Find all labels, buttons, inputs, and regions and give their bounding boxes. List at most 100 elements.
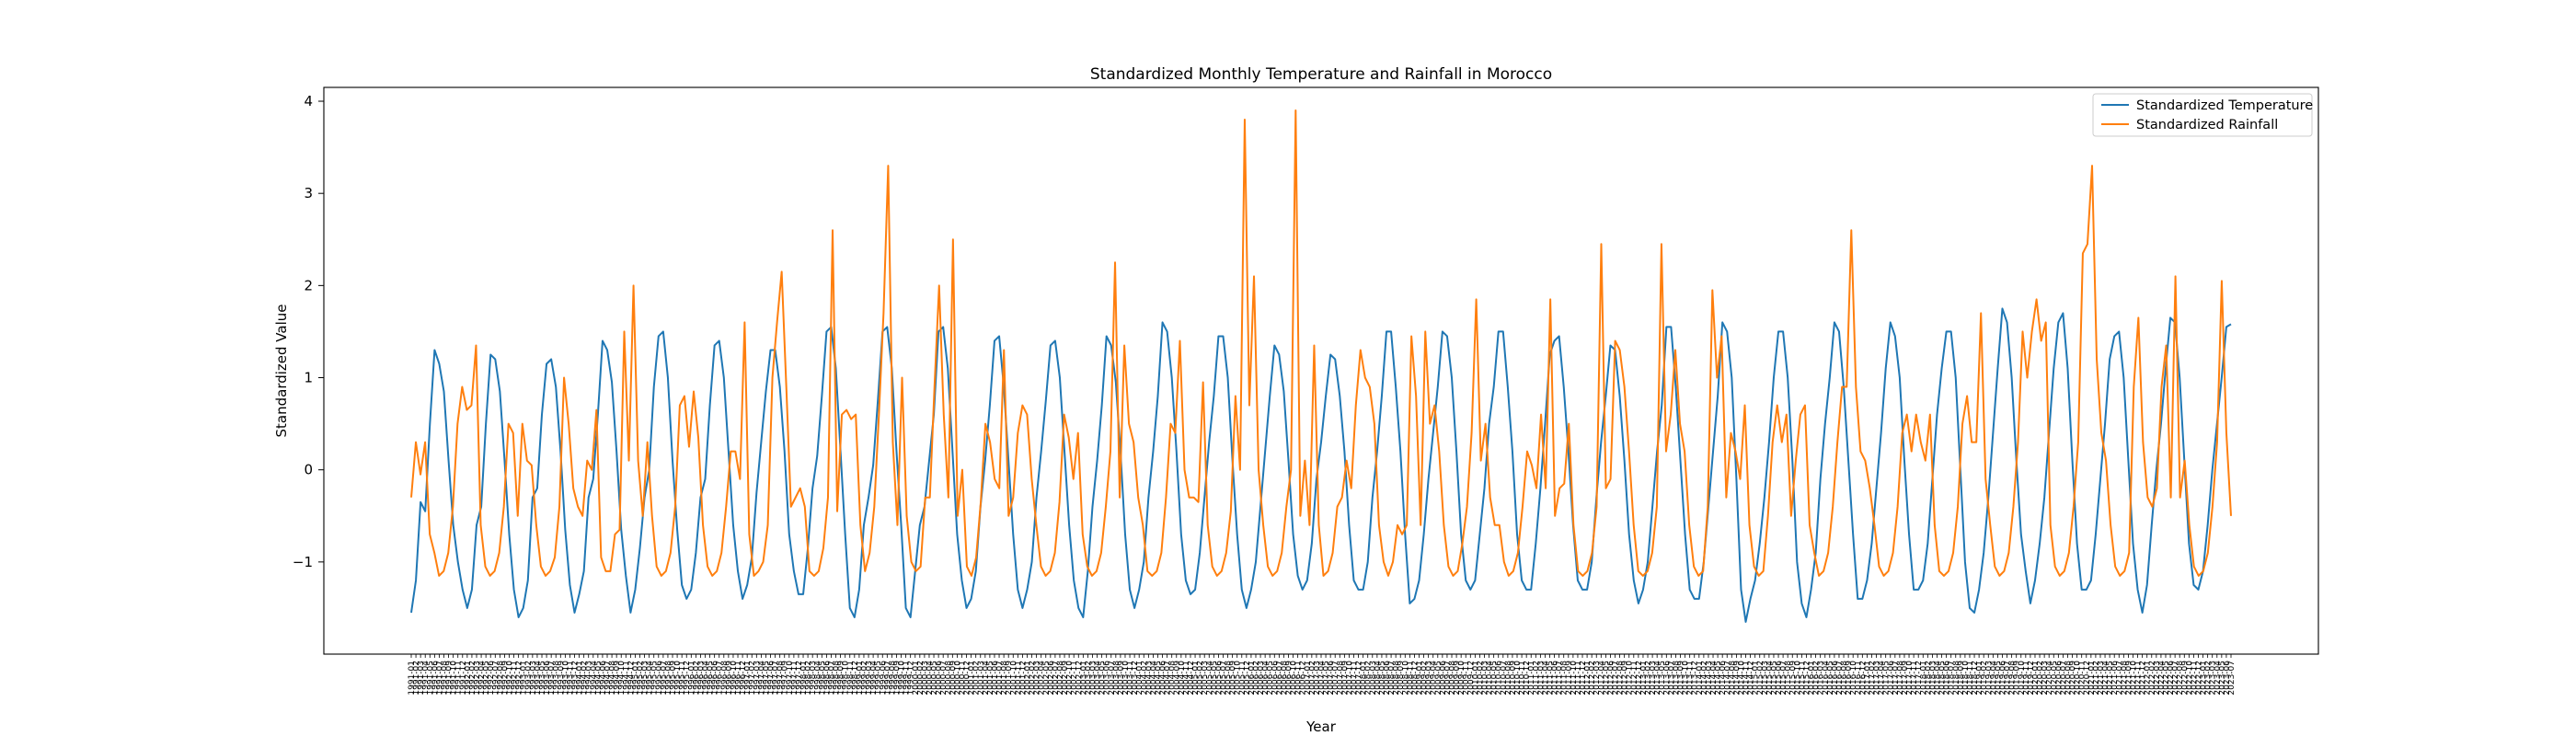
x-tick-label: 2010-05 xyxy=(1490,661,1500,696)
x-tick-label: 2002-01 xyxy=(1023,661,1032,696)
x-tick-label: 2007-09 xyxy=(1340,661,1350,696)
x-tick-label: 2021-05 xyxy=(2106,661,2115,696)
legend: Standardized Temperature Standardized Ra… xyxy=(2092,93,2313,137)
x-tick-label: 2016-10 xyxy=(1849,661,1858,696)
x-tick-label: 2016-01 xyxy=(1808,661,1817,696)
x-tick-label: 2012-11 xyxy=(1630,661,1639,696)
x-tick-label: 2005-08 xyxy=(1225,661,1234,696)
x-axis-label: Year xyxy=(1305,719,1337,735)
x-tick-label: 2001-04 xyxy=(982,661,991,696)
x-tick-label: 2003-08 xyxy=(1112,661,1121,696)
x-tick-label: 2022-08 xyxy=(2176,661,2185,696)
x-tick-label: 1991-07 xyxy=(435,661,444,696)
x-tick-label: 2006-10 xyxy=(1290,661,1299,696)
x-tick-label: 2022-09 xyxy=(2180,661,2190,696)
x-tick-label: 2016-05 xyxy=(1826,661,1835,696)
x-tick-label: 1998-09 xyxy=(837,661,846,696)
x-tick-label: 2004-05 xyxy=(1154,661,1163,696)
x-tick-label: 1995-02 xyxy=(637,661,646,696)
x-tick-label: 2016-03 xyxy=(1817,661,1826,696)
x-tick-label: 2001-05 xyxy=(986,661,995,696)
x-tick-label: 2006-05 xyxy=(1266,661,1275,696)
x-tick-label: 2001-08 xyxy=(1000,661,1009,696)
x-tick-label: 1998-10 xyxy=(842,661,851,696)
x-tick-label: 1997-02 xyxy=(748,661,757,696)
x-tick-label: 1999-07 xyxy=(883,661,892,696)
x-tick-label: 1992-07 xyxy=(491,661,500,696)
x-tick-label: 2010-11 xyxy=(1518,661,1527,696)
x-tick-label: 1994-12 xyxy=(627,661,636,696)
x-tick-label: 2012-05 xyxy=(1602,661,1611,696)
x-tick-label: 2004-08 xyxy=(1168,661,1178,696)
x-tick-label: 2003-03 xyxy=(1088,661,1098,696)
x-tick-label: 1998-07 xyxy=(827,661,836,696)
x-tick-label: 1994-01 xyxy=(576,661,585,696)
x-tick-label: 2012-08 xyxy=(1616,661,1626,696)
x-tick-label: 1996-05 xyxy=(707,661,716,696)
x-tick-label: 2004-10 xyxy=(1178,661,1187,696)
x-tick-label: 2019-10 xyxy=(2018,661,2027,696)
x-tick-label: 2017-03 xyxy=(1873,661,1882,696)
x-tick-label: 2010-12 xyxy=(1523,661,1532,696)
x-tick-label: 1993-03 xyxy=(529,661,538,696)
x-tick-label: 1998-08 xyxy=(833,661,842,696)
x-tick-label: 1996-11 xyxy=(734,661,743,696)
x-tick-label: 2004-06 xyxy=(1159,661,1168,696)
x-tick-label: 2011-06 xyxy=(1551,661,1560,696)
x-tick-label: 2009-02 xyxy=(1420,661,1430,696)
x-tick-label: 2019-11 xyxy=(2022,661,2031,696)
x-tick-label: 2020-11 xyxy=(2078,661,2087,696)
x-tick-label: 2021-06 xyxy=(2110,661,2120,696)
x-tick-label: 2007-05 xyxy=(1322,661,1331,696)
x-tick-label: 2002-02 xyxy=(1029,661,1038,696)
x-tick-label: 1991-12 xyxy=(459,661,468,696)
x-tick-label: 1999-02 xyxy=(860,661,869,696)
x-tick-label: 1992-08 xyxy=(496,661,505,696)
x-tick-label: 2022-03 xyxy=(2153,661,2162,696)
x-tick-label: 1996-07 xyxy=(716,661,725,696)
x-tick-label: 2003-10 xyxy=(1121,661,1131,696)
x-tick-label: 2011-11 xyxy=(1574,661,1583,696)
x-tick-label: 2002-12 xyxy=(1075,661,1084,696)
x-tick-label: 2009-07 xyxy=(1443,661,1453,696)
x-tick-label: 1994-03 xyxy=(585,661,594,696)
x-tick-label: 1994-06 xyxy=(599,661,608,696)
x-tick-label: 2001-02 xyxy=(972,661,982,696)
x-tick-label: 2009-06 xyxy=(1439,661,1448,696)
x-tick-label: 2014-10 xyxy=(1737,661,1746,696)
x-tick-label: 2001-09 xyxy=(1005,661,1014,696)
x-tick-label: 2020-02 xyxy=(2036,661,2045,696)
x-tick-label: 2022-10 xyxy=(2185,661,2194,696)
x-tick-label: 2014-03 xyxy=(1705,661,1714,696)
x-tick-label: 1996-12 xyxy=(739,661,748,696)
x-tick-label: 2001-01 xyxy=(968,661,977,696)
x-tick-label: 2001-12 xyxy=(1018,661,1028,696)
x-tick-label: 2020-04 xyxy=(2045,661,2054,696)
x-tick-label: 1997-08 xyxy=(776,661,786,696)
x-tick-label: 2022-06 xyxy=(2167,661,2176,696)
x-tick-label: 2014-06 xyxy=(1719,661,1728,696)
x-tick-label: 1999-03 xyxy=(865,661,874,696)
x-tick-label: 1991-04 xyxy=(421,661,431,696)
x-tick-label: 2020-12 xyxy=(2083,661,2092,696)
x-tick-label: 2023-07 xyxy=(2227,661,2237,696)
x-tick-label: 2021-03 xyxy=(2097,661,2106,696)
x-tick-label: 2010-03 xyxy=(1481,661,1490,696)
x-tick-label: 2020-01 xyxy=(2031,661,2041,696)
x-tick-label: 1999-10 xyxy=(898,661,907,696)
x-tick-label: 1995-04 xyxy=(646,661,655,696)
legend-label-temperature: Standardized Temperature xyxy=(2136,98,2313,113)
x-tick-label: 2007-03 xyxy=(1313,661,1322,696)
x-tick-label: 2013-08 xyxy=(1672,661,1681,696)
x-tick-label: 1993-08 xyxy=(552,661,561,696)
y-axis: −1 0 1 2 3 4 xyxy=(293,93,324,570)
x-tick-label: 2016-07 xyxy=(1835,661,1845,696)
x-tick-label: 1998-12 xyxy=(851,661,860,696)
x-tick-label: 2011-10 xyxy=(1570,661,1579,696)
x-tick-label: 1994-11 xyxy=(622,661,631,696)
x-tick-label: 2019-08 xyxy=(2008,661,2018,696)
x-tick-label: 2008-04 xyxy=(1374,661,1383,696)
x-tick-label: 2018-06 xyxy=(1943,661,1952,696)
